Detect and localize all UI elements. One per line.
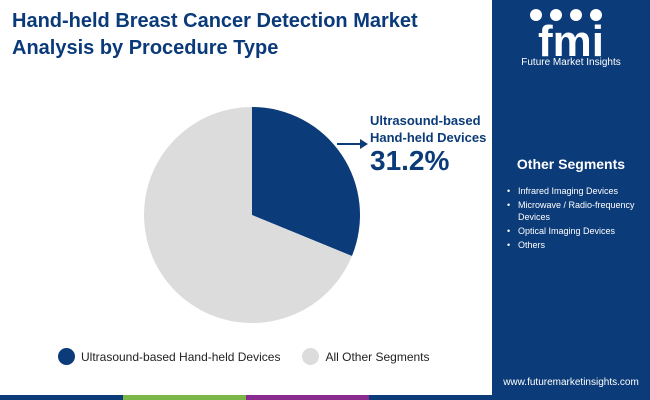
legend-label-other: All Other Segments [325, 349, 430, 364]
pie-slice-other [143, 107, 352, 323]
callout-value: 31.2% [370, 145, 450, 176]
footer-color-bar [0, 395, 492, 400]
segment-item: Infrared Imaging Devices [502, 185, 646, 197]
footer-bar-segment [369, 395, 492, 400]
legend-label-ultrasound: Ultrasound-based Hand-held Devices [81, 349, 281, 364]
slice-callout: Ultrasound-based Hand-held Devices 31.2% [370, 112, 486, 177]
legend-swatch-other [302, 348, 320, 365]
chart-title: Hand-held Breast Cancer Detection Market… [12, 10, 418, 59]
logo-letters: fmi [538, 17, 604, 66]
segment-item: Optical Imaging Devices [502, 225, 646, 237]
pie-chart [143, 107, 368, 323]
legend-item-other: All Other Segments [302, 348, 430, 365]
sidebar: fmi Future Market Insights Other Segment… [492, 0, 650, 400]
footer-bar-segment [0, 395, 123, 400]
legend-swatch-ultrasound [58, 348, 75, 365]
fmi-logo: fmi [530, 9, 604, 66]
segment-item: Others [502, 239, 646, 251]
other-segments-list: Infrared Imaging Devices Microwave / Rad… [502, 185, 646, 253]
footer-bar-segment [246, 395, 369, 400]
callout-label: Ultrasound-based Hand-held Devices [370, 113, 487, 145]
segment-item: Microwave / Radio-frequency Devices [502, 199, 646, 223]
website-link[interactable]: www.futuremarketinsights.com [503, 377, 639, 388]
legend-item-ultrasound: Ultrasound-based Hand-held Devices [58, 348, 280, 365]
pie-slice-ultrasound [252, 107, 360, 257]
brand-name: Future Market Insights [521, 57, 621, 68]
chart-legend: Ultrasound-based Hand-held Devices All O… [58, 348, 452, 365]
footer-bar-segment [123, 395, 246, 400]
other-segments-title: Other Segments [516, 156, 626, 172]
callout-arrow [337, 139, 368, 149]
